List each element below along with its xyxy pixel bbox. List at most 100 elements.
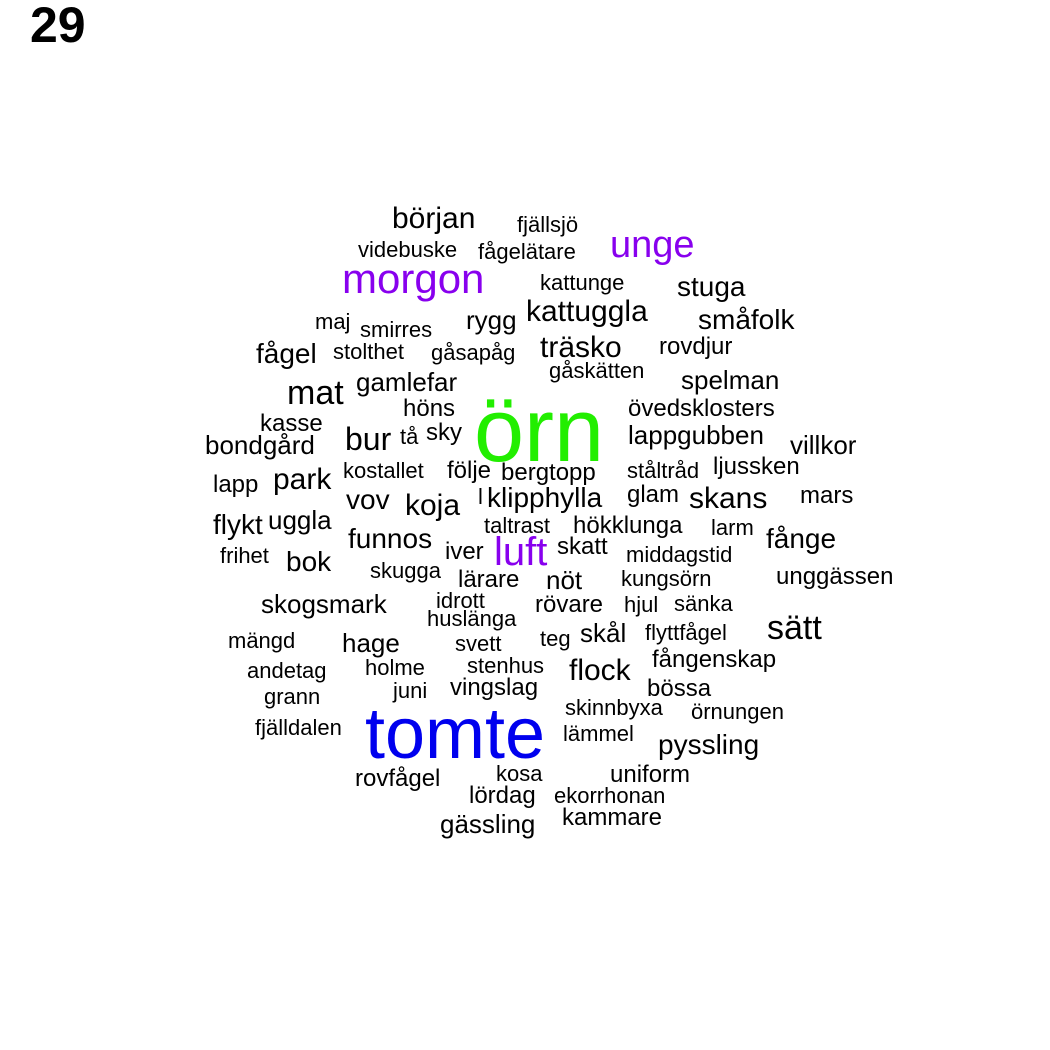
- word-17: stolthet: [333, 339, 404, 364]
- word-32: lappgubben: [628, 420, 764, 450]
- word-70: huslänga: [427, 606, 517, 631]
- word-87: skinnbyxa: [565, 695, 663, 720]
- word-71: sätt: [767, 609, 822, 647]
- word-40: park: [273, 463, 332, 496]
- word-83: grann: [264, 684, 321, 709]
- word-35: följe: [447, 457, 492, 484]
- word-80: holme: [365, 655, 425, 680]
- word-5: början: [392, 202, 476, 235]
- word-94: rovfågel: [355, 765, 441, 792]
- word-60: skugga: [370, 558, 441, 583]
- word-31: sky: [426, 419, 462, 446]
- word-76: skål: [580, 618, 627, 648]
- word-41: vov: [346, 484, 390, 515]
- word-47: mars: [800, 482, 854, 509]
- word-57: iver: [445, 538, 484, 565]
- word-44: klipphylla: [487, 482, 603, 513]
- word-30: tå: [400, 424, 419, 449]
- word-79: andetag: [247, 658, 327, 683]
- word-26: övedsklosters: [628, 395, 775, 422]
- word-1: tomte: [365, 694, 546, 774]
- word-73: hage: [342, 628, 400, 658]
- word-64: unggässen: [776, 563, 894, 590]
- word-10: stuga: [677, 271, 746, 302]
- word-93: uniform: [610, 761, 691, 788]
- word-9: kattunge: [540, 270, 625, 295]
- word-72: mängd: [228, 628, 296, 653]
- word-25: höns: [403, 395, 456, 422]
- word-65: skogsmark: [261, 589, 387, 619]
- word-42: koja: [405, 489, 461, 522]
- word-14: rygg: [466, 305, 517, 335]
- word-33: villkor: [790, 430, 857, 460]
- word-67: rövare: [535, 591, 604, 618]
- word-20: rovdjur: [659, 333, 733, 360]
- word-6: fjällsjö: [517, 212, 579, 237]
- word-2: morgon: [342, 255, 485, 302]
- word-39: lapp: [213, 471, 259, 498]
- word-45: glam: [627, 481, 680, 508]
- word-55: frihet: [220, 543, 269, 568]
- word-34: kostallet: [343, 458, 424, 483]
- word-89: fjälldalen: [255, 715, 342, 740]
- word-69: sänka: [674, 591, 733, 616]
- word-36: bergtopp: [501, 459, 596, 486]
- word-12: maj: [315, 309, 351, 334]
- word-46: skans: [689, 482, 768, 515]
- word-97: gässling: [440, 809, 536, 839]
- word-16: fågel: [256, 338, 317, 369]
- word-29: bur: [345, 421, 392, 457]
- word-53: funnos: [348, 523, 433, 554]
- word-52: larm: [711, 515, 754, 540]
- word-28: bondgård: [205, 430, 315, 460]
- word-21: gåskätten: [549, 358, 645, 383]
- word-23: gamlefar: [356, 367, 458, 397]
- word-37: ståltråd: [627, 458, 700, 483]
- word-58: skatt: [557, 533, 608, 560]
- word-59: middagstid: [626, 542, 733, 567]
- word-4: luft: [494, 530, 548, 574]
- word-61: lärare: [458, 566, 520, 593]
- word-90: lämmel: [563, 721, 634, 746]
- word-56: bok: [286, 546, 332, 577]
- word-11: kattuggla: [526, 295, 648, 328]
- word-85: vingslag: [450, 674, 539, 701]
- word-63: kungsörn: [621, 566, 712, 591]
- word-81: stenhus: [467, 653, 545, 678]
- word-49: uggla: [268, 505, 332, 535]
- word-22: mat: [287, 374, 344, 412]
- word-74: svett: [455, 631, 502, 656]
- page-number: 29: [30, 0, 86, 53]
- word-84: juni: [393, 678, 428, 703]
- word-95: lördag: [469, 782, 536, 809]
- word-86: bössa: [647, 675, 712, 702]
- word-3: unge: [610, 224, 695, 266]
- word-18: gåsapåg: [431, 340, 516, 365]
- word-19: träsko: [540, 331, 622, 364]
- word-78: fångenskap: [652, 646, 777, 673]
- word-96: ekorrhonan: [554, 783, 666, 808]
- word-51: hökklunga: [573, 512, 683, 539]
- word-91: pyssling: [658, 729, 760, 760]
- word-24: spelman: [681, 365, 780, 395]
- word-75: teg: [540, 626, 571, 651]
- word-7: videbuske: [358, 237, 458, 262]
- word-50: taltrast: [484, 513, 551, 538]
- word-62: nöt: [546, 565, 583, 595]
- word-38: ljussken: [713, 453, 800, 480]
- word-15: småfolk: [698, 304, 795, 335]
- word-77: flyttfågel: [645, 620, 727, 645]
- word-48: flykt: [213, 509, 263, 540]
- word-54: fånge: [766, 523, 837, 554]
- word-43: l: [478, 484, 483, 509]
- word-82: flock: [569, 654, 631, 687]
- word-92: kosa: [496, 761, 543, 786]
- word-66: idrott: [436, 588, 485, 613]
- word-88: örnungen: [691, 699, 784, 724]
- word-0: örn: [474, 381, 605, 481]
- word-27: kasse: [260, 410, 323, 437]
- word-13: smirres: [360, 317, 433, 342]
- word-8: fågelätare: [478, 239, 576, 264]
- word-68: hjul: [624, 592, 659, 617]
